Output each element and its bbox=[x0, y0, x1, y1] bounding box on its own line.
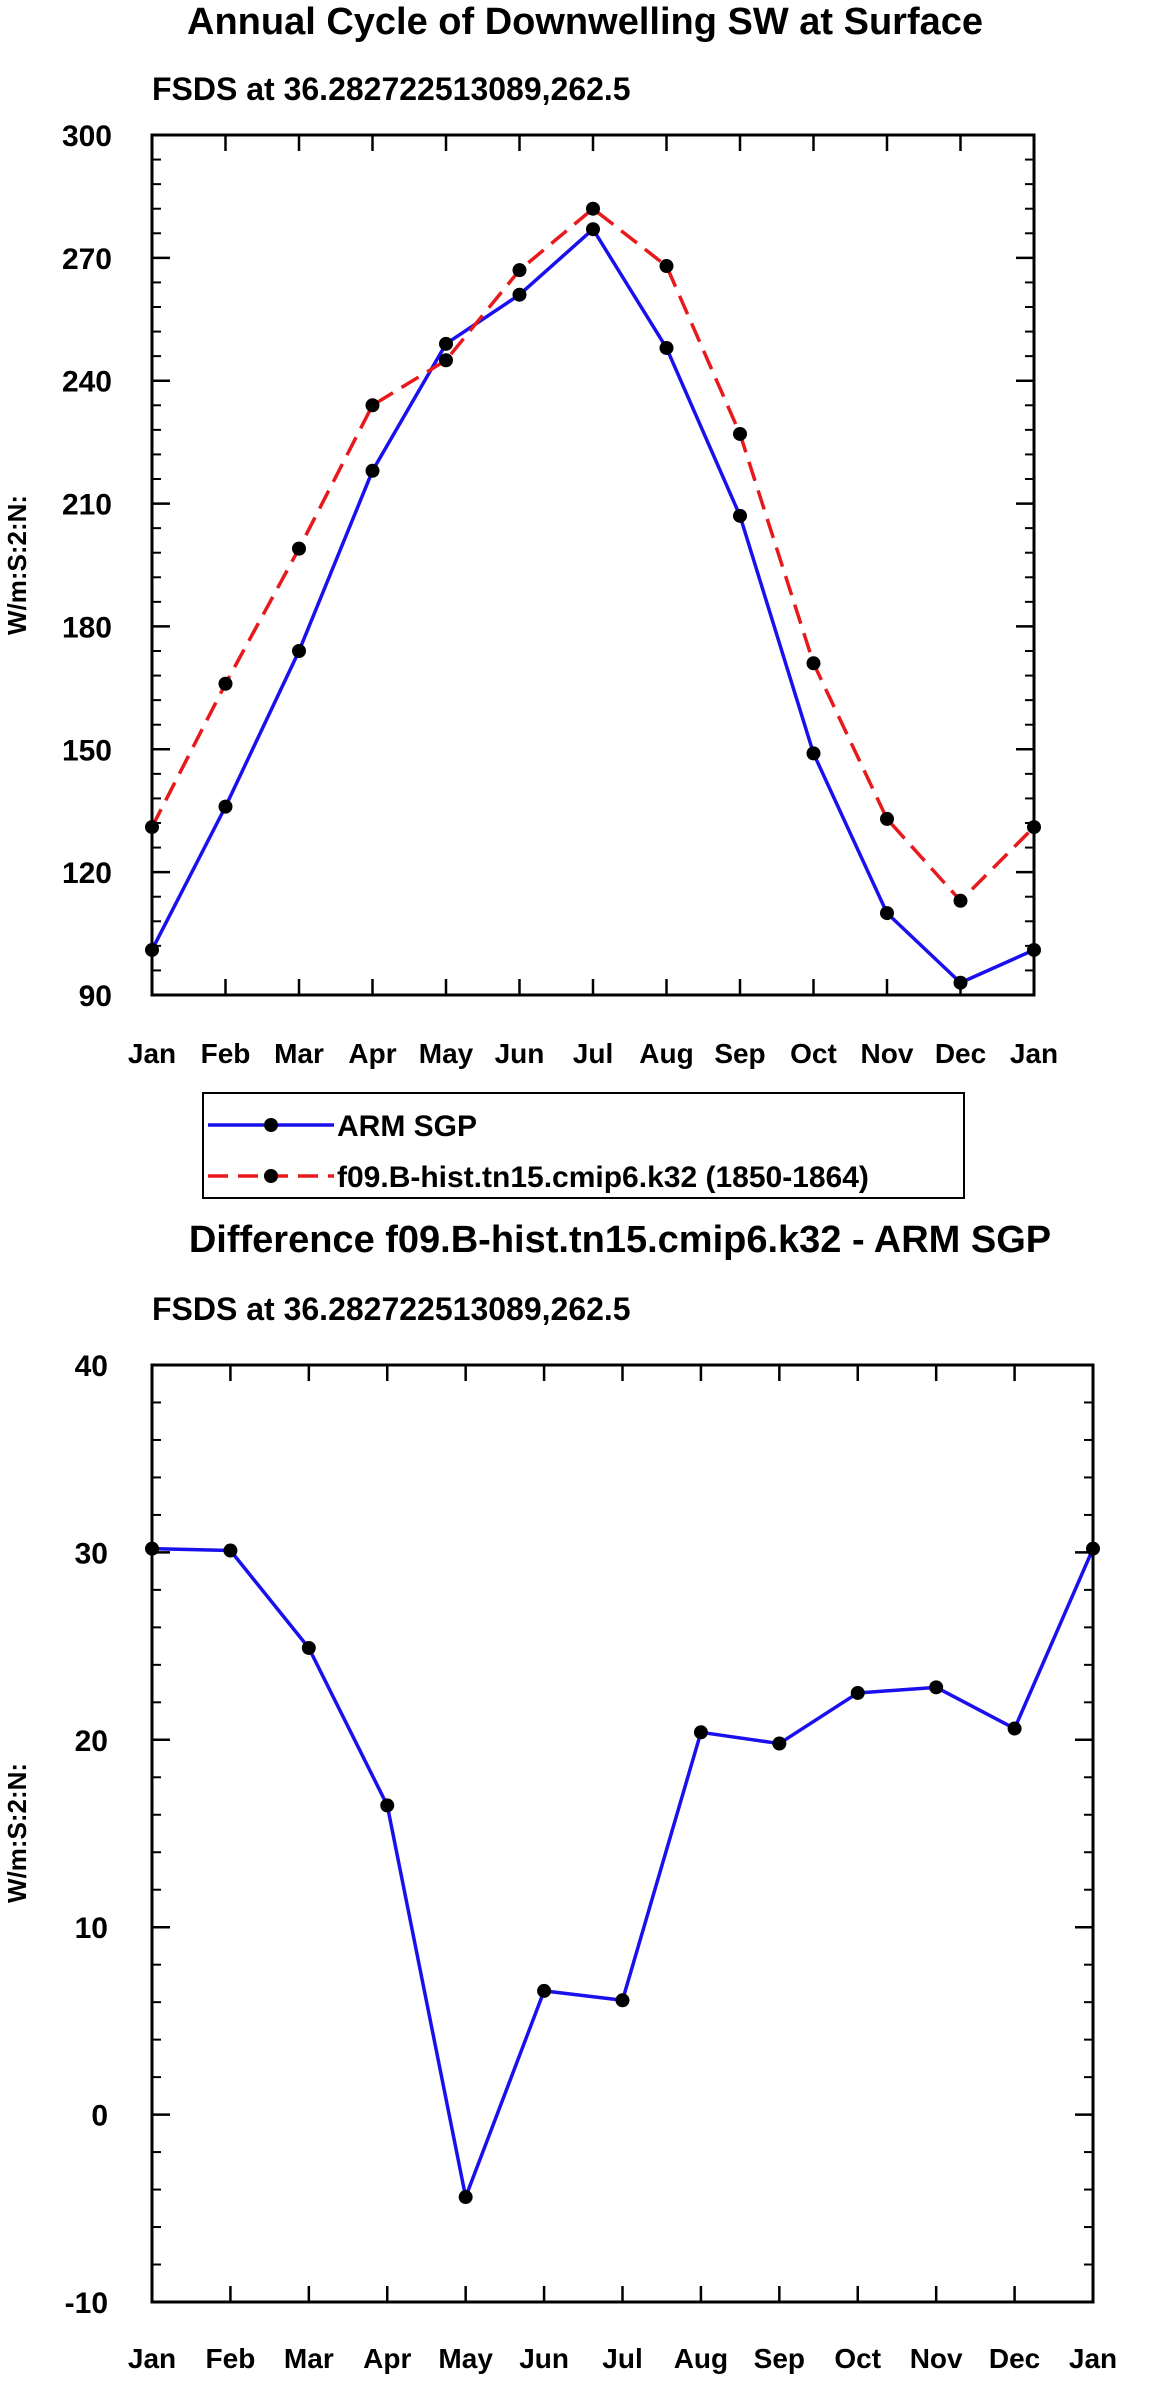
chart1-xtick-label: May bbox=[419, 1038, 474, 1069]
chart1-series-1-point bbox=[292, 541, 306, 556]
chart1-xtick-label: Mar bbox=[274, 1038, 324, 1069]
chart1-ytick-label: 120 bbox=[62, 857, 112, 890]
chart1-series-0-point bbox=[439, 336, 453, 351]
legend-model-label: f09.B-hist.tn15.cmip6.k32 (1850-1864) bbox=[337, 1161, 869, 1194]
chart1-series-1-point bbox=[880, 811, 894, 826]
chart1-xtick-label: Sep bbox=[714, 1038, 765, 1069]
chart1-title: Annual Cycle of Downwelling SW at Surfac… bbox=[187, 1, 983, 43]
chart1-series-0-point bbox=[365, 463, 380, 478]
chart1-xtick-label: Jun bbox=[495, 1038, 545, 1069]
chart1-series-1-point bbox=[439, 353, 453, 368]
chart1-series-1-point bbox=[806, 656, 821, 671]
chart2-ytick-label: 20 bbox=[75, 1725, 108, 1758]
chart1-xtick-label: Dec bbox=[935, 1038, 986, 1069]
chart2-ylabel: W/m:S:2:N: bbox=[2, 1763, 32, 1903]
chart1-xtick-label: Apr bbox=[348, 1038, 396, 1069]
chart2-ytick-label: -10 bbox=[65, 2287, 108, 2320]
chart1-series-1-point bbox=[586, 201, 600, 216]
chart1-ylabel: W/m:S:2:N: bbox=[2, 495, 32, 635]
chart1-series-1-point bbox=[733, 426, 747, 441]
chart1-series-0-point bbox=[659, 340, 674, 355]
chart2-series-0-point bbox=[850, 1685, 865, 1700]
chart1-ytick-label: 90 bbox=[79, 980, 112, 1013]
chart1-plot: Jan Feb Mar Apr May Jun Jul Aug Sep Oct Nov Dec Jan 9… bbox=[2, 120, 1058, 1069]
chart1-xtick-label: Oct bbox=[790, 1038, 837, 1069]
chart1-series-0-line bbox=[150, 227, 1035, 985]
chart2-series-0-line bbox=[151, 1546, 1095, 2199]
chart2-ytick-label: 40 bbox=[75, 1350, 108, 1383]
chart1-series-0-point bbox=[512, 287, 527, 302]
chart1-xtick-label: Jul bbox=[573, 1038, 613, 1069]
chart2-xtick-label: Jan bbox=[1069, 2343, 1117, 2374]
legend-box bbox=[202, 1092, 965, 1199]
chart2-plot: Jan Feb Mar Apr May Jun Jul Aug Sep Oct Nov Dec Jan-… bbox=[2, 1350, 1117, 2374]
chart2-xtick-label: Nov bbox=[910, 2343, 963, 2374]
chart1-series-1-point bbox=[1027, 820, 1041, 835]
chart2-series-0-point bbox=[458, 2190, 473, 2205]
chart2-series-0-point bbox=[772, 1736, 787, 1751]
chart2-series-0-point bbox=[223, 1543, 238, 1558]
chart1-ytick-label: 240 bbox=[62, 366, 112, 399]
chart1-series-0-point bbox=[292, 644, 306, 658]
chart1-series-1-line bbox=[150, 206, 1036, 903]
chart1-series-1-point bbox=[365, 398, 380, 413]
chart2-ytick-label: 0 bbox=[91, 2100, 108, 2133]
legend: ARM SGP f09.B-hist.tn15.cmip6.k32 (1850-… bbox=[202, 1092, 965, 1199]
chart2-series-0-point bbox=[693, 1725, 708, 1740]
chart2-series-0-point bbox=[537, 1983, 552, 1998]
chart2-xtick-label: Sep bbox=[754, 2343, 805, 2374]
chart2-xtick-label: Jun bbox=[519, 2343, 569, 2374]
chart1-series-0-point bbox=[586, 222, 600, 237]
chart2-series-0-point bbox=[145, 1541, 159, 1556]
chart1-xtick-label: Nov bbox=[861, 1038, 914, 1069]
chart2-series-0-point bbox=[1007, 1721, 1022, 1736]
chart1-series-1-point bbox=[512, 263, 527, 278]
chart2-ytick-label: 10 bbox=[75, 1912, 108, 1945]
chart2-xtick-label: May bbox=[438, 2343, 493, 2374]
chart2-xtick-label: Jan bbox=[128, 2343, 176, 2374]
chart1-frame bbox=[150, 133, 1036, 997]
chart1-series-0-point bbox=[953, 975, 968, 990]
chart1-series-0-point bbox=[733, 508, 747, 523]
chart1-xtick-label: Jan bbox=[128, 1038, 176, 1069]
chart2-xtick-label: Dec bbox=[989, 2343, 1040, 2374]
chart2-series-0-point bbox=[301, 1640, 316, 1655]
legend-model-marker bbox=[264, 1169, 278, 1183]
chart1-series-0-point bbox=[145, 942, 159, 957]
chart1-series-0-point bbox=[1027, 942, 1041, 957]
chart1-ytick-label: 180 bbox=[62, 611, 112, 644]
legend-obs-label: ARM SGP bbox=[337, 1110, 477, 1143]
chart1-series-1-point bbox=[145, 820, 159, 835]
chart2-xtick-label: Aug bbox=[674, 2343, 728, 2374]
chart2-series-0-point bbox=[929, 1680, 944, 1695]
chart1-series-1-point bbox=[953, 893, 968, 908]
legend-obs-marker bbox=[264, 1118, 278, 1132]
chart2-ytick-label: 30 bbox=[75, 1537, 108, 1570]
chart1-series-0-point bbox=[218, 799, 233, 814]
chart2-subtitle: FSDS at 36.282722513089,262.5 bbox=[152, 1291, 631, 1327]
chart2-title: Difference f09.B-hist.tn15.cmip6.k32 - A… bbox=[189, 1219, 1051, 1261]
chart1-series-0-point bbox=[880, 906, 894, 921]
chart2-xtick-label: Apr bbox=[363, 2343, 411, 2374]
chart2-xtick-label: Feb bbox=[206, 2343, 256, 2374]
chart2-series-0-point bbox=[380, 1798, 395, 1813]
chart2-xtick-label: Jul bbox=[602, 2343, 642, 2374]
chart1-series-1-point bbox=[218, 676, 233, 691]
chart2-series-0-point bbox=[615, 1993, 630, 2008]
chart1-xtick-label: Aug bbox=[639, 1038, 693, 1069]
chart1-ytick-label: 210 bbox=[62, 489, 112, 522]
chart1-subtitle: FSDS at 36.282722513089,262.5 bbox=[152, 71, 631, 107]
chart2-series-0-point bbox=[1086, 1541, 1100, 1556]
chart1-ytick-label: 150 bbox=[62, 734, 112, 767]
chart2-xtick-label: Oct bbox=[834, 2343, 881, 2374]
chart1-ytick-label: 270 bbox=[62, 243, 112, 276]
chart1-xtick-label: Jan bbox=[1010, 1038, 1058, 1069]
chart2-xtick-label: Mar bbox=[284, 2343, 334, 2374]
chart1-xtick-label: Feb bbox=[201, 1038, 251, 1069]
chart2-frame bbox=[150, 1363, 1095, 2304]
chart1-ytick-label: 300 bbox=[62, 120, 112, 153]
chart1-series-1-point bbox=[659, 259, 674, 274]
chart1-series-0-point bbox=[806, 746, 821, 761]
